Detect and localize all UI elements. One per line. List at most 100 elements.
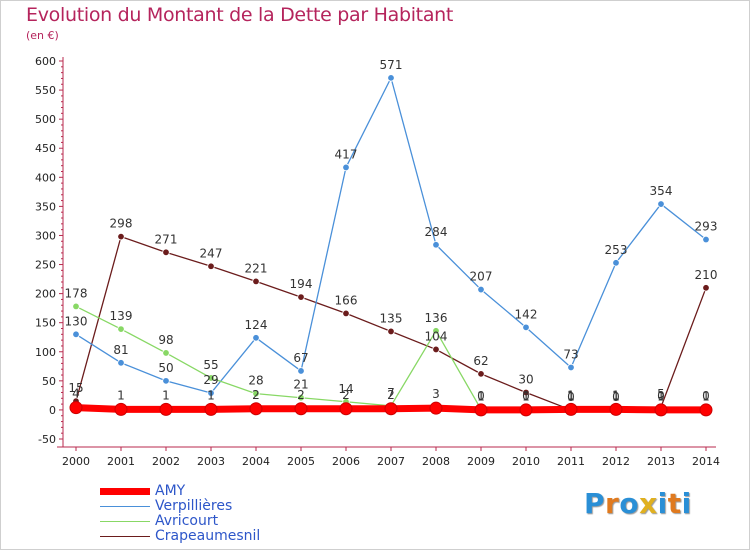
data-point-crapeaumesnil xyxy=(117,232,125,241)
data-point-amy xyxy=(69,401,83,415)
data-point-crapeaumesnil xyxy=(477,370,485,378)
data-label-amy: 1 xyxy=(567,388,575,402)
data-label-crapeaumesnil: 15 xyxy=(68,381,83,395)
x-tick-label: 2003 xyxy=(197,455,225,468)
series-lines xyxy=(69,74,713,417)
data-label-verpillieres: 253 xyxy=(605,243,628,257)
data-point-amy xyxy=(384,402,398,416)
x-tick-label: 2000 xyxy=(62,455,90,468)
data-label-avricourt: 1 xyxy=(522,389,530,403)
data-point-verpillieres xyxy=(477,285,485,294)
logo-letter: t xyxy=(667,487,682,520)
data-label-crapeaumesnil: 247 xyxy=(200,246,223,260)
data-point-amy xyxy=(564,402,578,416)
data-point-avricourt xyxy=(162,349,170,357)
data-label-verpillieres: 142 xyxy=(515,307,538,321)
data-label-crapeaumesnil: 30 xyxy=(518,372,533,386)
x-tick-label: 2002 xyxy=(152,455,180,468)
x-tick-label: 2011 xyxy=(557,455,585,468)
data-label-avricourt: 1 xyxy=(657,389,665,403)
legend-label: Avricourt xyxy=(155,513,219,529)
x-tick-label: 2010 xyxy=(512,455,540,468)
data-label-crapeaumesnil: 221 xyxy=(245,261,268,275)
data-point-crapeaumesnil xyxy=(297,293,305,301)
logo-letter: P xyxy=(584,487,606,520)
data-label-avricourt: 139 xyxy=(110,309,133,323)
data-point-verpillieres xyxy=(702,235,710,244)
x-tick-label: 2005 xyxy=(287,455,315,468)
data-label-amy: 0 xyxy=(657,389,665,403)
data-label-amy: 0 xyxy=(477,389,485,403)
data-label-avricourt: 98 xyxy=(158,333,173,347)
data-point-amy xyxy=(159,402,173,416)
chart-unit: (en €) xyxy=(26,29,59,42)
data-point-amy xyxy=(204,402,218,416)
data-label-verpillieres: 50 xyxy=(158,361,173,375)
data-label-verpillieres: 417 xyxy=(335,147,358,161)
y-tick-label: 200 xyxy=(35,288,56,301)
data-label-amy: 2 xyxy=(342,388,350,402)
x-tick-label: 2001 xyxy=(107,455,135,468)
logo-letter: r xyxy=(605,487,620,520)
logo-letter: x xyxy=(639,487,658,520)
data-point-crapeaumesnil xyxy=(342,309,350,318)
data-point-verpillieres xyxy=(117,359,125,367)
data-point-avricourt xyxy=(252,389,260,398)
data-point-crapeaumesnil xyxy=(432,345,440,354)
data-label-verpillieres: 284 xyxy=(425,225,448,239)
data-label-amy: 2 xyxy=(297,388,305,402)
data-label-amy: 1 xyxy=(162,388,170,402)
data-label-amy: 3 xyxy=(432,387,440,401)
data-label-amy: 1 xyxy=(612,388,620,402)
data-label-verpillieres: 207 xyxy=(470,270,493,284)
data-point-avricourt xyxy=(72,302,80,311)
data-label-avricourt: 1 xyxy=(612,389,620,403)
data-point-amy xyxy=(294,402,308,416)
y-tick-label: 0 xyxy=(49,404,56,417)
data-label-avricourt: 7 xyxy=(387,386,395,400)
data-point-amy xyxy=(114,402,128,416)
data-point-verpillieres xyxy=(657,200,665,208)
logo-letter: o xyxy=(619,487,640,520)
x-tick-label: 2004 xyxy=(242,455,270,468)
x-tick-label: 2009 xyxy=(467,455,495,468)
data-label-avricourt: 14 xyxy=(338,382,353,396)
legend-label: Crapeaumesnil xyxy=(155,528,261,544)
data-label-crapeaumesnil: 210 xyxy=(695,268,718,282)
data-label-avricourt: 21 xyxy=(293,378,308,392)
data-point-avricourt xyxy=(297,394,305,402)
x-tick-label: 2008 xyxy=(422,455,450,468)
axes: -500501001502002503003504004505005506002… xyxy=(35,55,720,468)
data-point-amy xyxy=(609,402,623,416)
data-label-amy: 4 xyxy=(72,387,80,401)
data-point-crapeaumesnil xyxy=(702,284,710,292)
data-label-crapeaumesnil: 0 xyxy=(612,390,620,404)
data-label-amy: 0 xyxy=(702,389,710,403)
data-point-amy xyxy=(474,403,488,417)
data-point-avricourt xyxy=(432,327,440,335)
data-label-amy: 2 xyxy=(252,388,260,402)
legend-swatch xyxy=(100,506,150,507)
data-label-crapeaumesnil: 271 xyxy=(155,232,178,246)
data-point-verpillieres xyxy=(522,323,530,332)
data-label-verpillieres: 293 xyxy=(695,220,718,234)
data-label-verpillieres: 73 xyxy=(563,347,578,361)
x-tick-label: 2007 xyxy=(377,455,405,468)
x-tick-label: 2006 xyxy=(332,455,360,468)
proxiti-logo: Proxiti xyxy=(584,487,692,520)
data-label-crapeaumesnil: 298 xyxy=(110,217,133,231)
data-label-crapeaumesnil: 194 xyxy=(290,277,313,291)
data-point-verpillieres xyxy=(567,363,575,372)
data-point-amy xyxy=(429,401,443,415)
data-label-amy: 2 xyxy=(387,388,395,402)
y-tick-label: 450 xyxy=(35,142,56,155)
y-tick-label: 100 xyxy=(35,346,56,359)
data-point-amy xyxy=(654,403,668,417)
data-point-verpillieres xyxy=(297,367,305,375)
data-label-crapeaumesnil: 135 xyxy=(380,311,403,325)
data-label-avricourt: 136 xyxy=(425,311,448,325)
data-label-crapeaumesnil: 166 xyxy=(335,293,358,307)
data-label-crapeaumesnil: 104 xyxy=(425,329,448,343)
data-label-avricourt: 55 xyxy=(203,358,218,372)
